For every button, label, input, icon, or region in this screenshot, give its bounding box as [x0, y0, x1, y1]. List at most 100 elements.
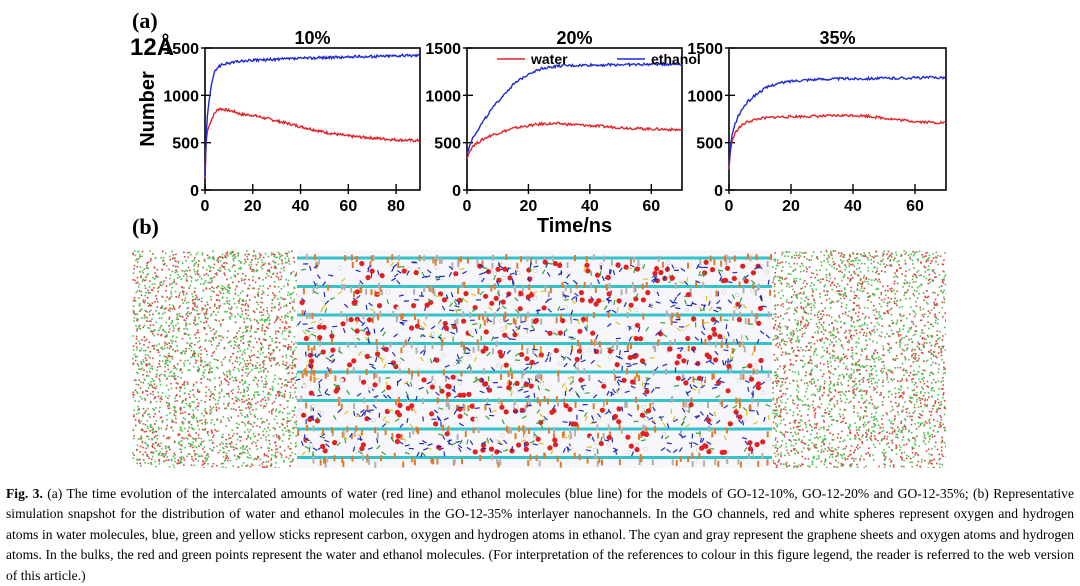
bulk-point [158, 396, 160, 398]
bulk-point [145, 276, 147, 278]
bulk-point [189, 397, 191, 399]
bulk-point [189, 413, 191, 415]
bulk-point [830, 340, 832, 342]
bulk-point [133, 454, 135, 456]
bulk-point [203, 376, 205, 378]
bulk-point [189, 345, 191, 347]
bulk-point [795, 443, 797, 445]
bulk-point [232, 266, 234, 268]
bulk-point [264, 357, 266, 359]
bulk-point [215, 337, 217, 339]
bulk-point [284, 393, 286, 395]
bulk-point [813, 410, 815, 412]
bulk-point [881, 361, 883, 363]
bulk-point [862, 390, 864, 392]
bulk-point [928, 441, 930, 443]
bulk-point [209, 448, 211, 450]
bulk-point [939, 463, 941, 465]
bulk-point [221, 335, 223, 337]
bulk-point [273, 256, 275, 258]
bulk-point [921, 459, 923, 461]
bulk-point [291, 461, 293, 463]
bulk-point [287, 283, 289, 285]
bulk-point [222, 434, 224, 436]
bulk-point [144, 337, 146, 339]
bulk-point [141, 256, 143, 258]
bulk-point [936, 334, 938, 336]
bulk-point [917, 360, 919, 362]
bulk-point [133, 438, 135, 440]
bulk-point [135, 425, 137, 427]
bulk-point [914, 404, 916, 406]
bulk-point [798, 391, 800, 393]
bulk-point [232, 363, 234, 365]
bulk-point [233, 380, 235, 382]
bulk-point [262, 325, 264, 327]
bulk-point [913, 447, 915, 449]
bulk-point [861, 255, 863, 257]
bulk-point [190, 276, 192, 278]
bulk-point [169, 278, 171, 280]
bulk-point [828, 413, 830, 415]
bulk-point [840, 394, 842, 396]
bulk-point [918, 426, 920, 428]
bulk-point [829, 298, 831, 300]
bulk-point [796, 450, 798, 452]
bulk-point [181, 449, 183, 451]
bulk-point [862, 324, 864, 326]
bulk-point [157, 306, 159, 308]
bulk-point [165, 307, 167, 309]
bulk-point [143, 359, 145, 361]
bulk-point [800, 271, 802, 273]
bulk-point [186, 276, 188, 278]
bulk-point [229, 293, 231, 295]
bulk-point [140, 369, 142, 371]
bulk-point [922, 257, 924, 259]
bulk-point [899, 313, 901, 315]
bulk-point [900, 320, 902, 322]
bulk-point [793, 412, 795, 414]
bulk-point [238, 388, 240, 390]
bulk-point [231, 408, 233, 410]
bulk-point [820, 313, 822, 315]
bulk-point [249, 318, 251, 320]
bulk-point [929, 279, 931, 281]
bulk-point [796, 311, 798, 313]
bulk-point [228, 457, 230, 459]
bulk-point [163, 280, 165, 282]
bulk-point [774, 296, 776, 298]
bulk-point [289, 293, 291, 295]
bulk-point [272, 388, 274, 390]
bulk-point [822, 376, 824, 378]
bulk-point [180, 427, 182, 429]
bulk-point [177, 277, 179, 279]
bulk-point [190, 285, 192, 287]
bulk-point [792, 402, 794, 404]
bulk-point [896, 300, 898, 302]
bulk-point [885, 295, 887, 297]
bulk-point [900, 334, 902, 336]
bulk-point [924, 271, 926, 273]
bulk-point [877, 288, 879, 290]
bulk-point [264, 455, 266, 457]
bulk-point [920, 406, 922, 408]
bulk-point [204, 313, 206, 315]
bulk-point [154, 272, 156, 274]
bulk-point [863, 381, 865, 383]
bulk-point [846, 446, 848, 448]
bulk-point [823, 322, 825, 324]
bulk-point [174, 400, 176, 402]
bulk-point [215, 359, 217, 361]
bulk-point [295, 435, 297, 437]
bulk-point [169, 310, 171, 312]
bulk-point [882, 354, 884, 356]
bulk-point [277, 451, 279, 453]
bulk-point [904, 452, 906, 454]
bulk-point [166, 385, 168, 387]
bulk-point [908, 359, 910, 361]
bulk-point [933, 257, 935, 259]
bulk-point [899, 346, 901, 348]
bulk-point [788, 439, 790, 441]
bulk-point [798, 433, 800, 435]
bulk-point [871, 426, 873, 428]
